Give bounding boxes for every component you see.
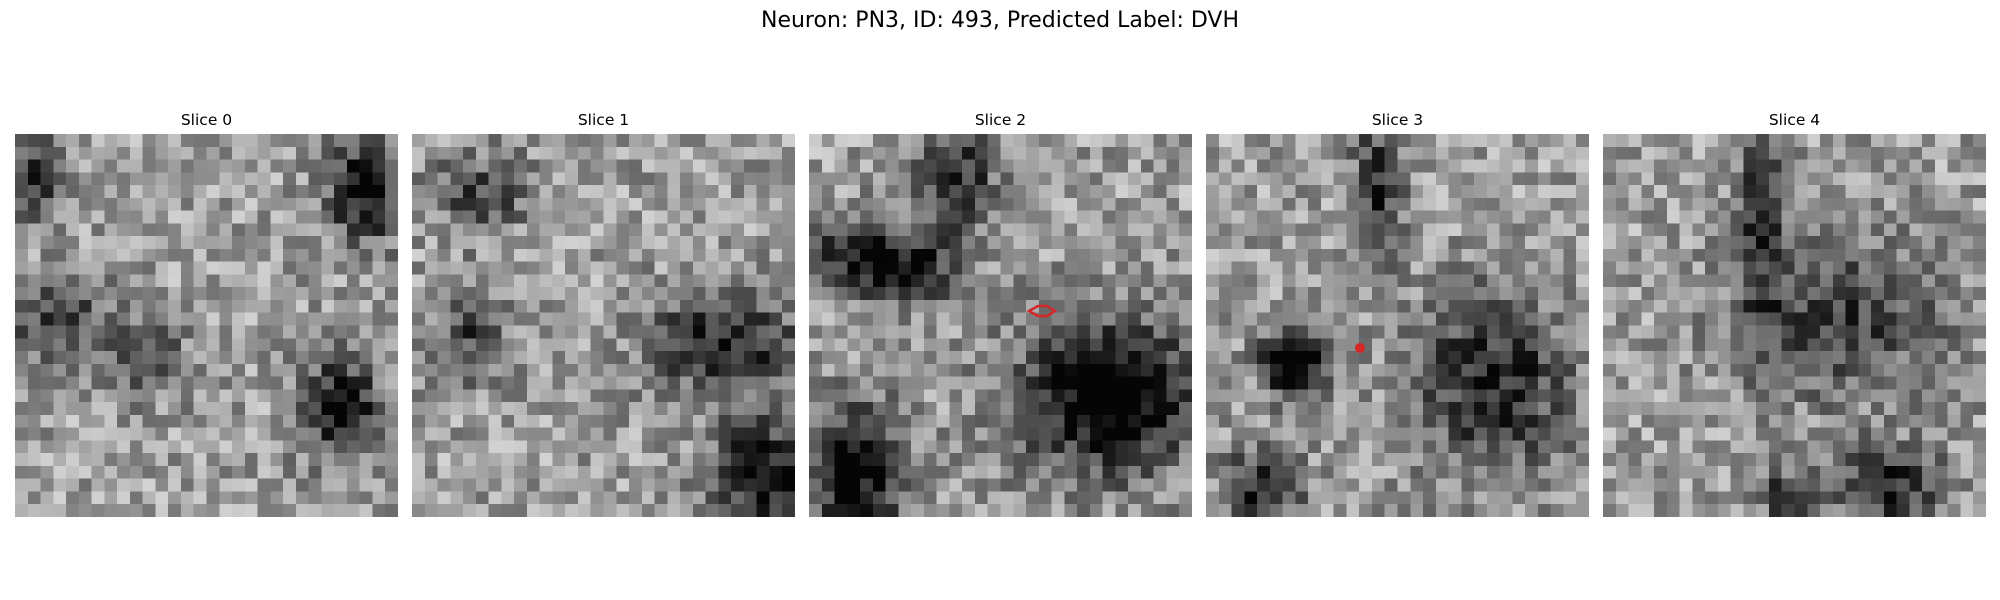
slice-image bbox=[15, 134, 398, 517]
slice-image bbox=[1603, 134, 1986, 517]
figure-title: Neuron: PN3, ID: 493, Predicted Label: D… bbox=[761, 8, 1239, 33]
neuron-point-marker bbox=[1355, 343, 1365, 353]
slice-panel-1: Slice 1 bbox=[412, 110, 795, 517]
neuron-contour-marker bbox=[1026, 304, 1058, 318]
slice-title: Slice 1 bbox=[577, 111, 630, 129]
slice-image bbox=[1206, 134, 1589, 517]
slice-panel-4: Slice 4 bbox=[1603, 110, 1986, 517]
slice-image bbox=[412, 134, 795, 517]
slice-panel-3: Slice 3 bbox=[1206, 110, 1589, 517]
neuron-contour-overlay bbox=[1026, 304, 1058, 318]
slice-title: Slice 2 bbox=[974, 111, 1027, 129]
slice-title: Slice 0 bbox=[180, 111, 233, 129]
slice-image bbox=[809, 134, 1192, 517]
slice-title: Slice 4 bbox=[1768, 111, 1821, 129]
slice-panel-2: Slice 2 bbox=[809, 110, 1192, 517]
slice-title: Slice 3 bbox=[1371, 111, 1424, 129]
neuron-marker-overlay bbox=[1355, 343, 1365, 353]
slice-panel-0: Slice 0 bbox=[15, 110, 398, 517]
